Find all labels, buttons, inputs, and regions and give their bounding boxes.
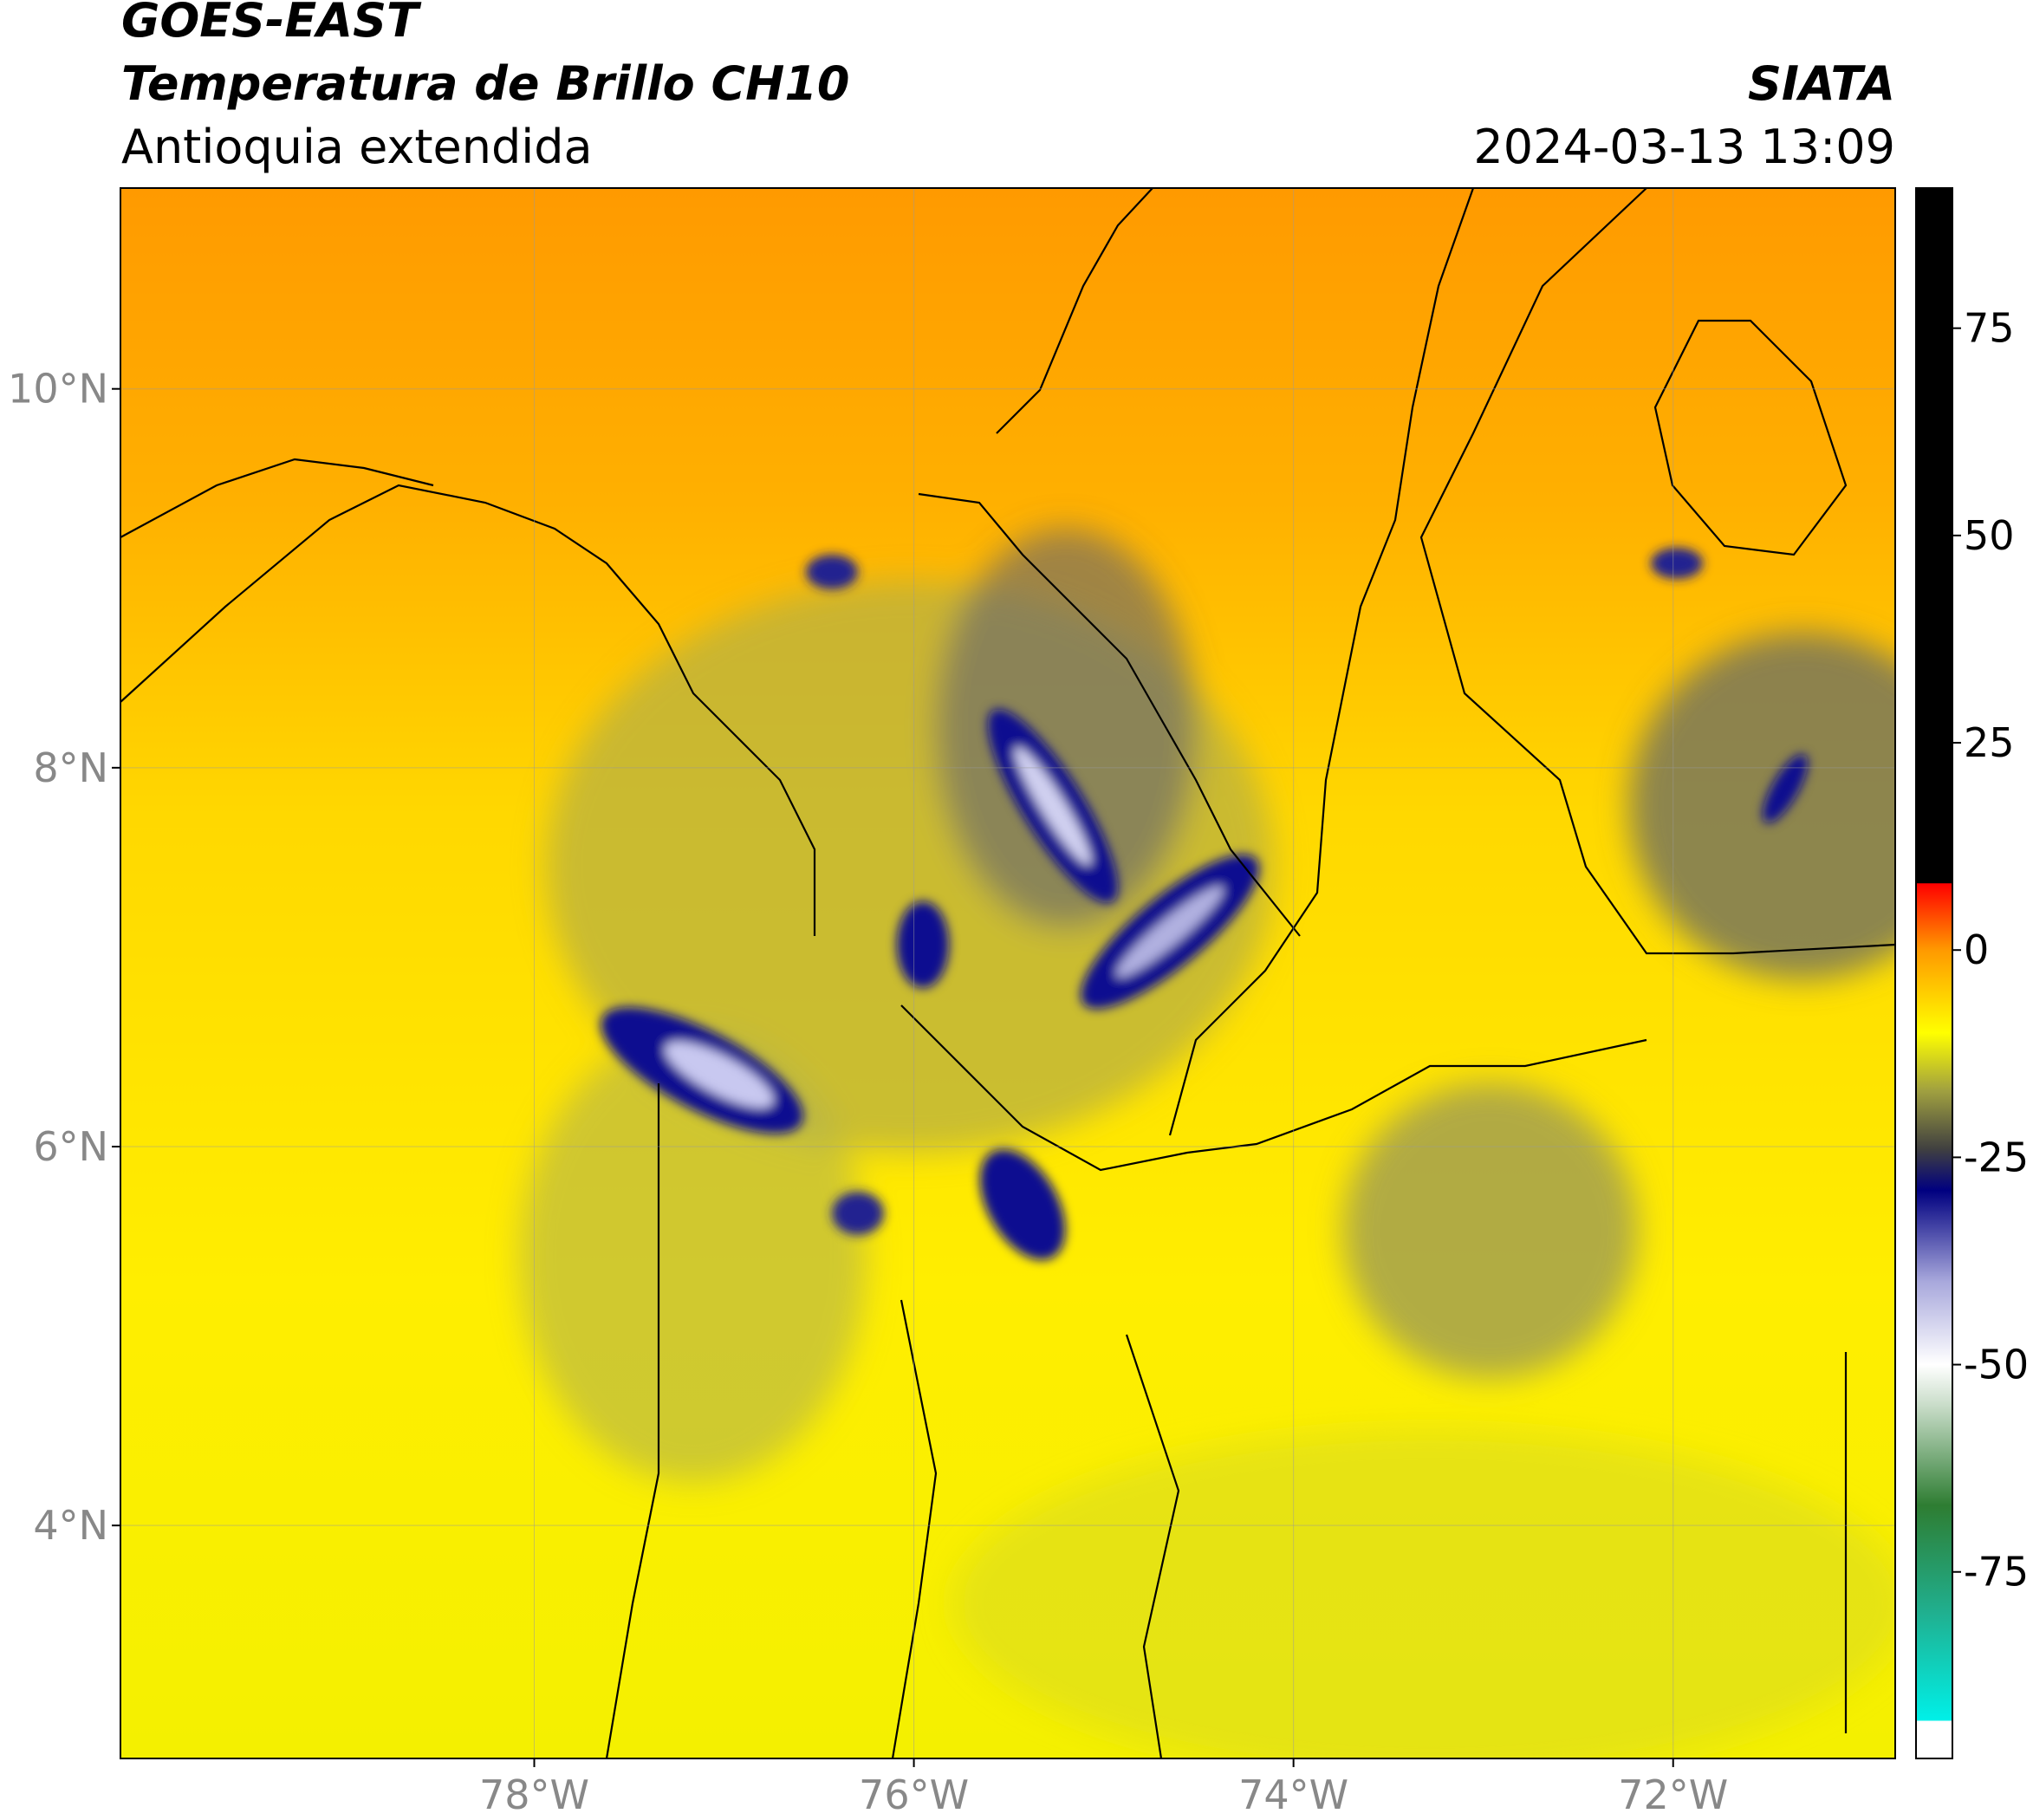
clouds [601,548,1808,1260]
subtitle: Temperatura de Brillo CH10 [121,56,850,111]
x-tick-label: 74°W [1238,1771,1348,1818]
colorbar-tick-label: -25 [1964,1134,2029,1180]
source: SIATA [1748,56,1895,111]
y-tick-label: 6°N [33,1123,108,1170]
map-frame [120,187,1896,1759]
colorbar-tick-label: 50 [1964,512,2015,559]
x-tick-label: 76°W [859,1771,969,1818]
y-tick-label: 8°N [33,744,108,791]
colorbar-tick-label: 25 [1964,719,2015,766]
haze [520,529,1895,1758]
x-tick-label: 72°W [1618,1771,1728,1818]
x-tick-label: 78°W [479,1771,589,1818]
y-tick-label: 10°N [8,366,108,413]
title: GOES-EAST [121,0,422,48]
map-image [120,188,1895,1758]
region: Antioquia extendida [121,120,593,174]
colorbar-tick-label: 75 [1964,305,2015,352]
colorbar [1915,187,1953,1759]
datetime: 2024-03-13 13:09 [1473,120,1895,174]
colorbar-tick-label: -50 [1964,1342,2029,1388]
colorbar-tick-label: 0 [1964,926,1989,973]
y-tick-label: 4°N [33,1502,108,1549]
colorbar-tick-label: -75 [1964,1549,2029,1596]
borders [120,188,1895,1758]
